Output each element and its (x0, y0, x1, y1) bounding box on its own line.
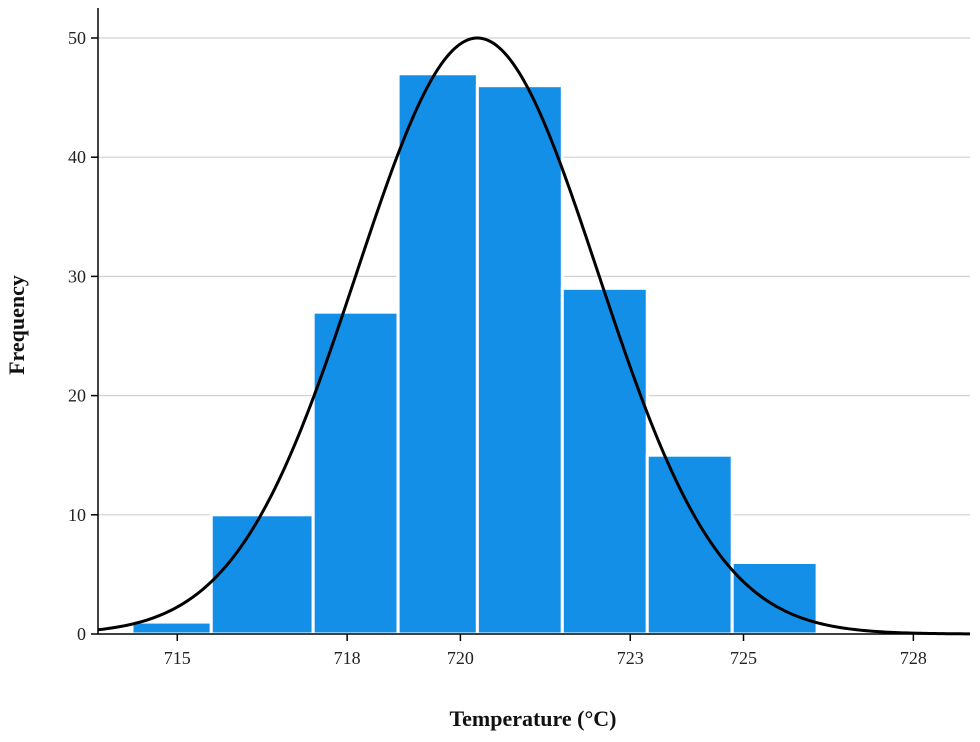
histogram-bar-1 (130, 620, 213, 636)
normal-curve (97, 36, 971, 636)
histogram-bar-7 (645, 453, 734, 636)
x-tick-label-715: 715 (164, 648, 191, 668)
x-axis-title: Temperature (°C) (449, 706, 616, 731)
histogram-bar-8 (730, 560, 819, 636)
y-tick-label-20: 20 (68, 386, 86, 406)
histogram-bar-4 (396, 72, 479, 636)
y-axis-title: Frequency (4, 275, 29, 375)
histogram-bar-3 (311, 310, 400, 636)
y-tick-label-0: 0 (77, 624, 86, 644)
tick-labels: 0 10 20 30 40 50 715 718 720 723 725 728 (68, 28, 927, 668)
histogram-bar-5 (475, 84, 564, 636)
normal-curve-layer (97, 36, 971, 636)
y-tick-label-30: 30 (68, 266, 86, 286)
x-tick-label-728: 728 (900, 648, 927, 668)
histogram-bars (130, 72, 819, 636)
histogram-bar-2 (209, 513, 315, 636)
x-tick-label-720: 720 (447, 648, 474, 668)
y-tick-label-50: 50 (68, 28, 86, 48)
x-tick-label-718: 718 (334, 648, 361, 668)
x-tick-label-723: 723 (617, 648, 644, 668)
y-tick-label-40: 40 (68, 147, 86, 167)
histogram-bar-6 (560, 286, 649, 636)
x-tick-label-725: 725 (730, 648, 757, 668)
y-tick-label-10: 10 (68, 505, 86, 525)
axes (91, 8, 970, 641)
